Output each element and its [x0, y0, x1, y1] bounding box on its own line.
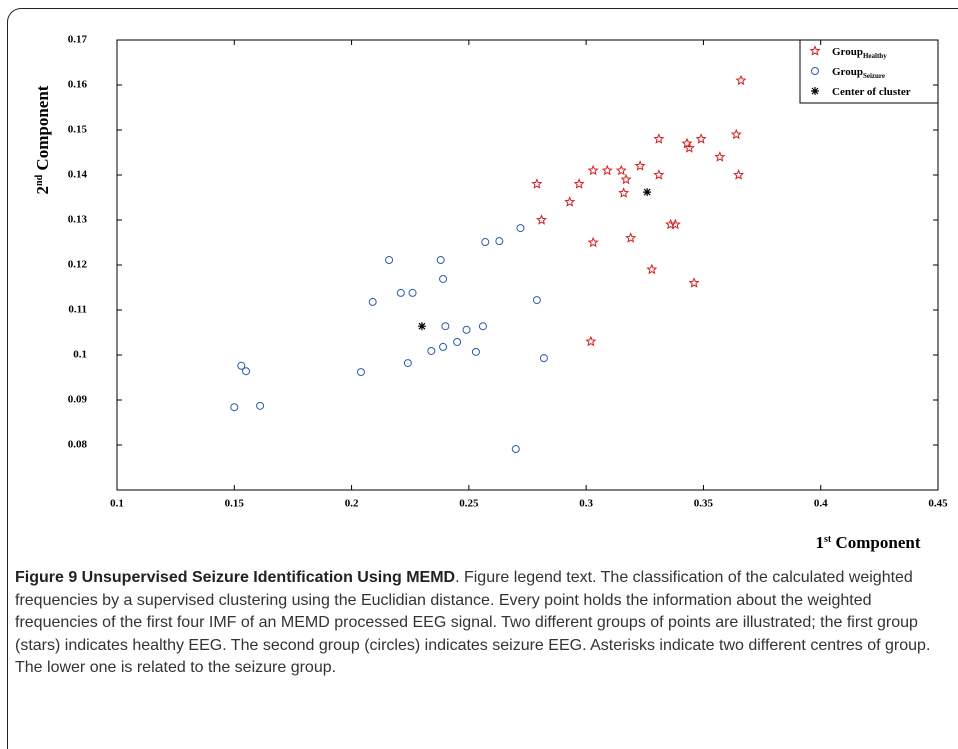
- y-axis-label: 2nd Component: [33, 85, 52, 194]
- x-tick-label: 0.25: [459, 498, 479, 510]
- star-point: [681, 137, 693, 149]
- circle-point: [441, 322, 450, 331]
- x-axis-label: 1st Component: [816, 533, 921, 552]
- circle-point: [511, 445, 520, 454]
- chart: 2nd Component 1st Component 0.1 0.15 0.2 0.…: [33, 34, 948, 552]
- star-point: [646, 263, 658, 275]
- circle-point: [453, 337, 462, 346]
- circle-point: [237, 361, 246, 370]
- circle-point: [439, 274, 448, 283]
- asterisk-point: [643, 188, 652, 197]
- star-point: [688, 277, 700, 288]
- circle-point: [478, 322, 487, 331]
- asterisk-point: [417, 322, 426, 331]
- y-tick-label: 0.09: [68, 394, 88, 406]
- x-tick-label: 0.1: [110, 498, 124, 510]
- legend-marker: [811, 67, 819, 75]
- star-point: [615, 164, 627, 176]
- page: 2nd Component 1st Component 0.1 0.15 0.2 0.…: [7, 8, 958, 749]
- circle-point: [408, 288, 417, 297]
- legend-label: GroupHealthy: [832, 46, 887, 60]
- circle-point: [356, 368, 365, 377]
- circle-point: [471, 347, 480, 356]
- star-point: [669, 218, 681, 230]
- circle-point: [427, 346, 436, 355]
- star-point: [585, 335, 597, 347]
- circle-point: [385, 256, 394, 265]
- y-tick-label: 0.12: [68, 259, 88, 271]
- circle-point: [230, 403, 239, 412]
- star-point: [733, 169, 745, 180]
- star-point: [653, 133, 665, 144]
- star-point: [620, 173, 632, 185]
- star-point: [625, 232, 637, 243]
- y-tick-label: 0.17: [68, 34, 88, 46]
- y-tick-label: 0.08: [68, 439, 88, 451]
- legend-label: GroupSeizure: [832, 66, 885, 80]
- star-point: [634, 160, 646, 171]
- legend-marker: [811, 87, 819, 95]
- figure-caption: Figure 9 Unsupervised Seizure Identifica…: [15, 567, 950, 680]
- circle-point: [436, 256, 445, 265]
- star-point: [695, 133, 707, 144]
- x-tick-label: 0.45: [928, 498, 948, 510]
- circle-point: [495, 237, 504, 246]
- circle-point: [539, 354, 548, 363]
- y-tick-label: 0.15: [68, 124, 88, 136]
- legend-subscript: Healthy: [863, 52, 887, 60]
- star-point: [531, 178, 543, 189]
- star-point: [653, 169, 665, 180]
- x-tick-label: 0.15: [225, 498, 245, 510]
- y-tick-label: 0.16: [68, 79, 88, 91]
- legend-box: [799, 39, 939, 104]
- figure-frame: [7, 8, 958, 749]
- legend-name: Group: [832, 66, 863, 78]
- circle-point: [396, 288, 405, 297]
- circle-point: [439, 342, 448, 351]
- circle-point: [368, 297, 377, 306]
- star-point: [735, 74, 747, 86]
- caption-title: Figure 9 Unsupervised Seizure Identifica…: [15, 569, 456, 586]
- y-label-num: 2: [33, 186, 52, 195]
- x-label-text: Component: [831, 533, 921, 552]
- star-point: [601, 164, 613, 176]
- circle-point: [242, 367, 251, 376]
- circle-point: [481, 238, 490, 247]
- circle-point: [462, 325, 471, 334]
- y-label-sup: nd: [34, 174, 45, 186]
- plot-box: [116, 39, 939, 491]
- legend-name: Center of cluster: [832, 86, 911, 98]
- star-point: [618, 187, 630, 198]
- legend-name: Group: [832, 46, 863, 58]
- y-tick-label: 0.14: [68, 169, 88, 181]
- caption-text: . Figure legend text. The classification…: [15, 569, 931, 676]
- legend-subscript: Seizure: [863, 72, 885, 80]
- star-point: [714, 151, 726, 162]
- legend-label: Center of cluster: [832, 86, 911, 98]
- circle-point: [403, 359, 412, 368]
- y-tick-label: 0.13: [68, 214, 88, 226]
- x-label-sup: st: [824, 534, 832, 545]
- star-point: [665, 218, 677, 230]
- y-tick-label: 0.1: [73, 349, 87, 361]
- x-tick-label: 0.35: [694, 498, 714, 510]
- star-point: [536, 214, 548, 225]
- circle-point: [516, 224, 525, 233]
- x-tick-label: 0.2: [345, 498, 359, 510]
- x-tick-label: 0.3: [579, 498, 593, 510]
- star-point: [683, 142, 695, 153]
- star-point: [573, 178, 585, 189]
- legend-marker: [809, 45, 821, 56]
- star-point: [587, 236, 599, 248]
- y-label-text: Component: [33, 85, 52, 175]
- star-point: [730, 128, 742, 140]
- star-point: [587, 164, 599, 176]
- star-point: [564, 196, 576, 207]
- x-tick-label: 0.4: [814, 498, 828, 510]
- circle-point: [256, 401, 265, 410]
- circle-point: [532, 296, 541, 305]
- y-tick-label: 0.11: [68, 304, 87, 316]
- x-label-num: 1: [816, 533, 825, 552]
